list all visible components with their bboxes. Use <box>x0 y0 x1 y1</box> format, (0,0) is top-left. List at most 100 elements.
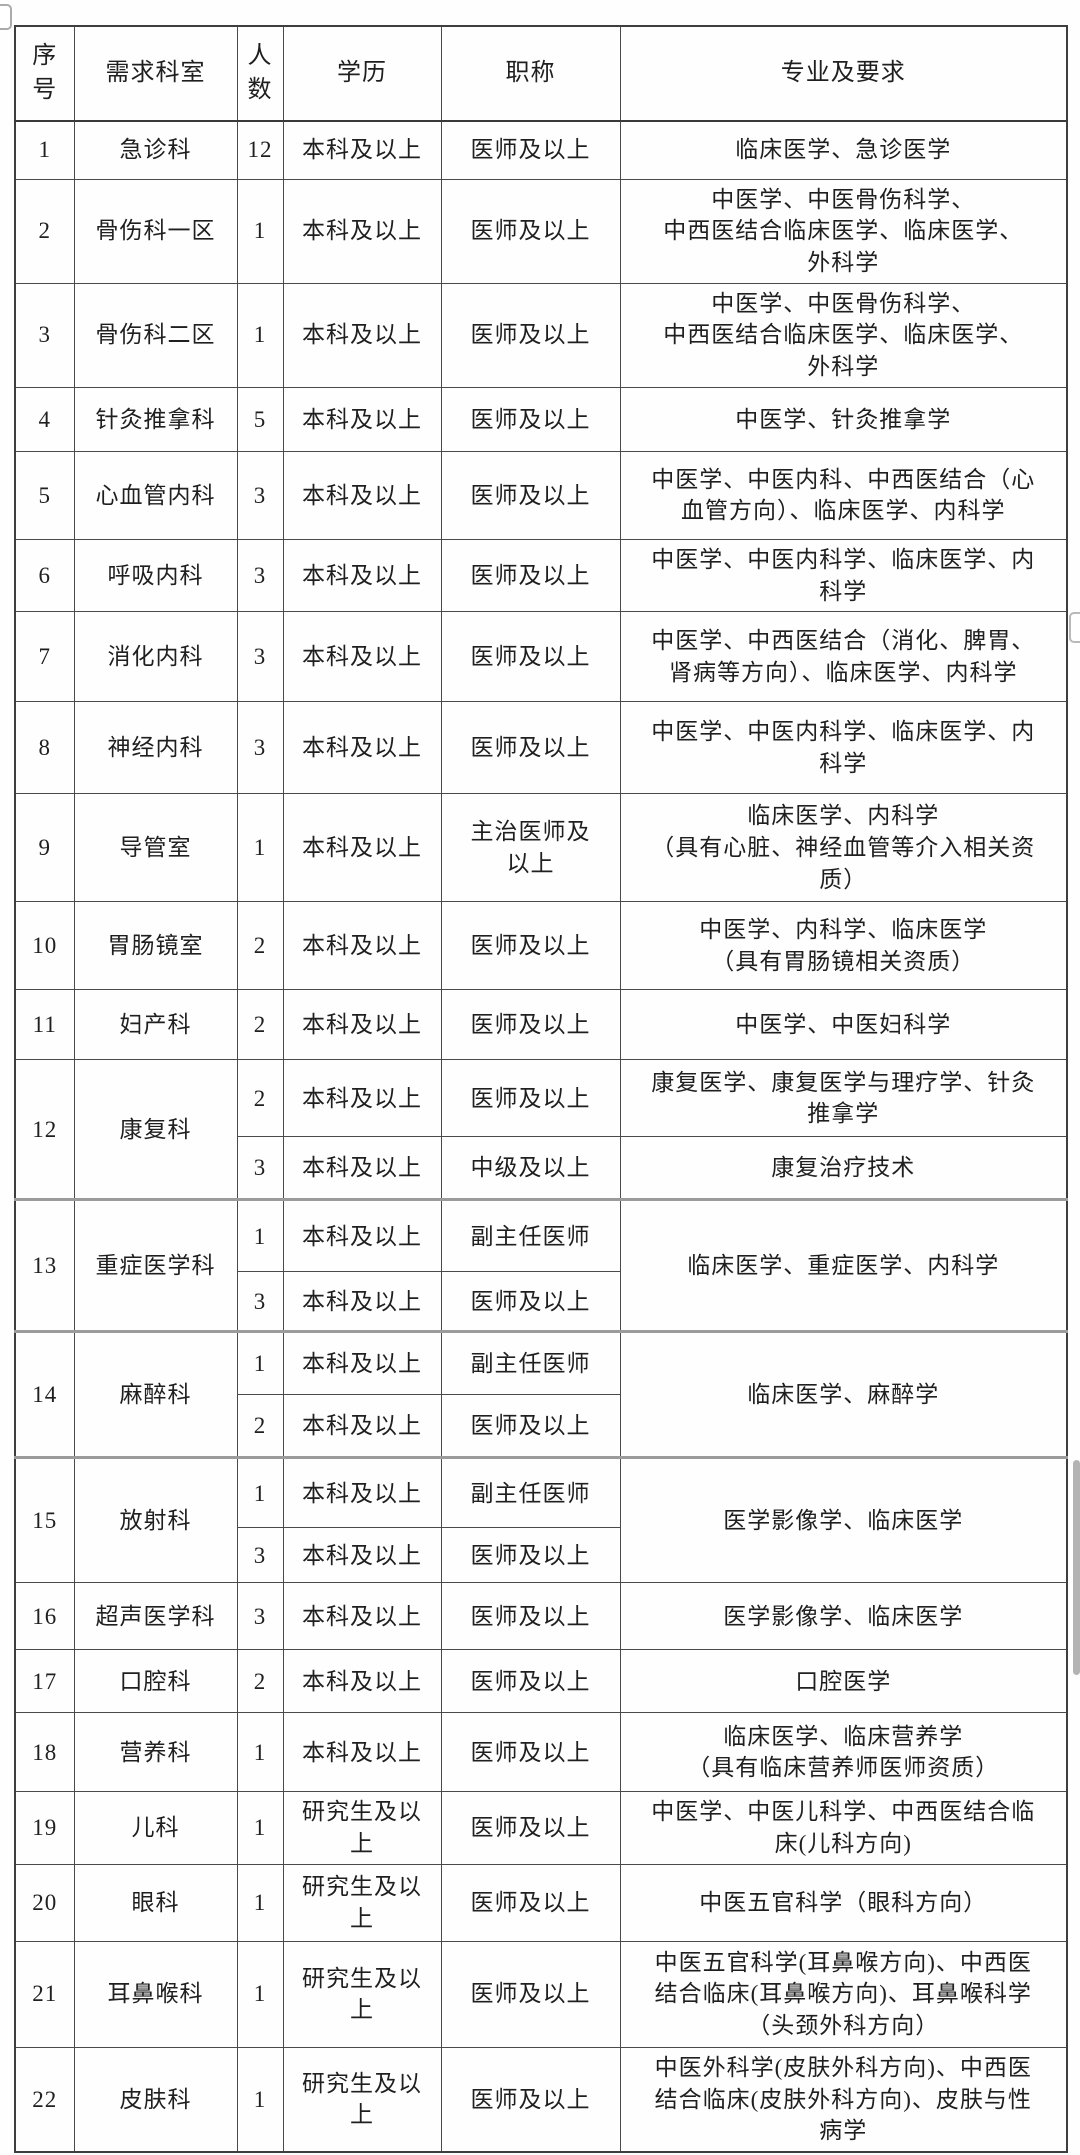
cell-edu: 本科及以上 <box>282 989 442 1061</box>
cell-seq: 16 <box>14 1582 75 1651</box>
cell-seq: 17 <box>14 1649 75 1714</box>
cell-seq: 4 <box>14 386 75 452</box>
cell-edu: 本科及以上 <box>282 386 442 452</box>
cell-count: 1 <box>236 2046 284 2153</box>
cell-spec: 口腔医学 <box>619 1649 1068 1714</box>
cell-count: 1 <box>236 1456 284 1529</box>
cell-dept: 急诊科 <box>73 120 238 180</box>
cell-dept: 皮肤科 <box>73 2046 238 2153</box>
cell-spec: 中医学、中医骨伤科学、 中西医结合临床医学、临床医学、 外科学 <box>619 178 1068 284</box>
cell-title: 医师及以上 <box>440 1059 621 1138</box>
scrollbar-thumb[interactable] <box>1073 1460 1080 1675</box>
cell-edu: 本科及以上 <box>282 1649 442 1714</box>
cell-dept: 营养科 <box>73 1712 238 1793</box>
cell-count: 1 <box>236 1712 284 1793</box>
table-row: 1 急诊科 12 本科及以上 医师及以上 临床医学、急诊医学 <box>14 120 1068 180</box>
cell-spec: 中医学、中医内科学、临床医学、内 科学 <box>619 701 1068 795</box>
cell-spec: 中医学、中医内科学、临床医学、内 科学 <box>619 538 1068 613</box>
cell-seq: 10 <box>14 901 75 991</box>
table-row: 14 麻醉科 1 本科及以上 副主任医师 临床医学、麻醉学 <box>14 1330 1068 1459</box>
cell-spec: 中医学、中医骨伤科学、 中西医结合临床医学、临床医学、 外科学 <box>619 282 1068 388</box>
cell-spec: 临床医学、临床营养学 （具有临床营养师医师资质） <box>619 1712 1068 1793</box>
cell-seq: 3 <box>14 282 75 388</box>
table-row: 6 呼吸内科 3 本科及以上 医师及以上 中医学、中医内科学、临床医学、内 科学 <box>14 538 1068 613</box>
cell-count: 2 <box>236 1394 284 1459</box>
cell-title: 医师及以上 <box>440 989 621 1061</box>
cell-title: 医师及以上 <box>440 1582 621 1651</box>
cell-title: 副主任医师 <box>440 1456 621 1529</box>
cell-edu: 本科及以上 <box>282 538 442 613</box>
cell-edu: 本科及以上 <box>282 611 442 703</box>
header-cell: 序 号 <box>14 25 75 122</box>
cell-title: 医师及以上 <box>440 282 621 388</box>
table-row: 4 针灸推拿科 5 本科及以上 医师及以上 中医学、针灸推拿学 <box>14 386 1068 452</box>
cell-title: 医师及以上 <box>440 178 621 284</box>
table-row: 3 骨伤科二区 1 本科及以上 医师及以上 中医学、中医骨伤科学、 中西医结合临床医学、临… <box>14 282 1068 388</box>
table-row: 2 骨伤科一区 1 本科及以上 医师及以上 中医学、中医骨伤科学、 中西医结合临床医学、临… <box>14 178 1068 284</box>
cell-count: 1 <box>236 1791 284 1865</box>
table-row: 16 超声医学科 3 本科及以上 医师及以上 医学影像学、临床医学 <box>14 1582 1068 1651</box>
cell-edu: 本科及以上 <box>282 120 442 180</box>
cell-seq: 5 <box>14 450 75 540</box>
cell-spec: 中医五官科学（眼科方向） <box>619 1863 1068 1942</box>
cell-spec: 中医学、中西医结合（消化、脾胃、 肾病等方向）、临床医学、内科学 <box>619 611 1068 703</box>
cell-edu: 本科及以上 <box>282 1059 442 1138</box>
cell-seq: 15 <box>14 1456 75 1584</box>
cell-count: 1 <box>236 1863 284 1942</box>
table-row: 3 本科及以上 医师及以上 <box>15 1271 1067 1333</box>
header-cell: 专业及要求 <box>619 25 1068 122</box>
cell-title: 医师及以上 <box>440 120 621 180</box>
table-row: 11 妇产科 2 本科及以上 医师及以上 中医学、中医妇科学 <box>14 989 1068 1061</box>
cell-count: 3 <box>236 538 284 613</box>
cell-title: 医师及以上 <box>440 611 621 703</box>
cell-dept: 神经内科 <box>73 701 238 795</box>
cell-title: 医师及以上 <box>440 1527 621 1584</box>
cell-edu: 本科及以上 <box>282 282 442 388</box>
cell-seq: 9 <box>14 793 75 903</box>
cell-spec: 康复治疗技术 <box>619 1136 1068 1201</box>
cell-count: 2 <box>236 1059 284 1138</box>
cell-count: 1 <box>236 793 284 903</box>
cell-dept: 口腔科 <box>73 1649 238 1714</box>
table-body: 1 急诊科 12 本科及以上 医师及以上 临床医学、急诊医学 2 骨伤科一区 1 本科及以上 医师及… <box>14 120 1068 2153</box>
cell-count: 1 <box>236 178 284 284</box>
cell-title: 医师及以上 <box>440 1271 621 1333</box>
cell-spec: 康复医学、康复医学与理疗学、针灸 推拿学 <box>619 1059 1068 1138</box>
cell-dept: 呼吸内科 <box>73 538 238 613</box>
edge-handle-icon <box>0 4 12 30</box>
cell-seq: 19 <box>14 1791 75 1865</box>
header-row: 序 号需求科室人 数学历 职称 专业及要求 <box>14 25 1068 122</box>
cell-title: 中级及以上 <box>440 1136 621 1201</box>
cell-edu: 研究生及以 上 <box>282 1940 442 2048</box>
cell-edu: 本科及以上 <box>282 178 442 284</box>
cell-spec: 临床医学、麻醉学 <box>619 1330 1068 1459</box>
cell-spec: 医学影像学、临床医学 <box>619 1456 1068 1584</box>
cell-title: 副主任医师 <box>440 1198 621 1273</box>
table-row: 3 本科及以上 医师及以上 <box>15 1527 1067 1584</box>
cell-seq: 12 <box>14 1059 75 1201</box>
table-row: 15 放射科 1 本科及以上 副主任医师 医学影像学、临床医学 <box>14 1456 1068 1584</box>
cell-title: 主治医师及 以上 <box>440 793 621 903</box>
table-row: 7 消化内科 3 本科及以上 医师及以上 中医学、中西医结合（消化、脾胃、 肾病等方向）、… <box>14 611 1068 703</box>
header-cell: 需求科室 <box>73 25 238 122</box>
cell-dept: 耳鼻喉科 <box>73 1940 238 2048</box>
table-row: 5 心血管内科 3 本科及以上 医师及以上 中医学、中医内科、中西医结合（心 血管方向）、… <box>14 450 1068 540</box>
cell-title: 医师及以上 <box>440 901 621 991</box>
cell-seq: 1 <box>14 120 75 180</box>
cell-dept: 超声医学科 <box>73 1582 238 1651</box>
cell-dept: 骨伤科一区 <box>73 178 238 284</box>
cell-edu: 本科及以上 <box>282 1394 442 1459</box>
cell-dept: 导管室 <box>73 793 238 903</box>
cell-count: 3 <box>236 611 284 703</box>
cell-edu: 研究生及以 上 <box>282 1791 442 1865</box>
table-row: 12 康复科 2 本科及以上 医师及以上 康复医学、康复医学与理疗学、针灸 推拿学 <box>14 1059 1068 1201</box>
cell-seq: 7 <box>14 611 75 703</box>
table-header: 序 号需求科室人 数学历 职称 专业及要求 <box>14 25 1068 122</box>
header-cell: 人 数 <box>236 25 284 122</box>
table-row: 21 耳鼻喉科 1 研究生及以 上医师及以上 中医五官科学(耳鼻喉方向)、中西医 结合临… <box>14 1940 1068 2048</box>
cell-count: 5 <box>236 386 284 452</box>
cell-spec: 临床医学、内科学 （具有心脏、神经血管等介入相关资 质） <box>619 793 1068 903</box>
cell-title: 医师及以上 <box>440 1791 621 1865</box>
cell-seq: 13 <box>14 1198 75 1333</box>
cell-edu: 研究生及以 上 <box>282 1863 442 1942</box>
